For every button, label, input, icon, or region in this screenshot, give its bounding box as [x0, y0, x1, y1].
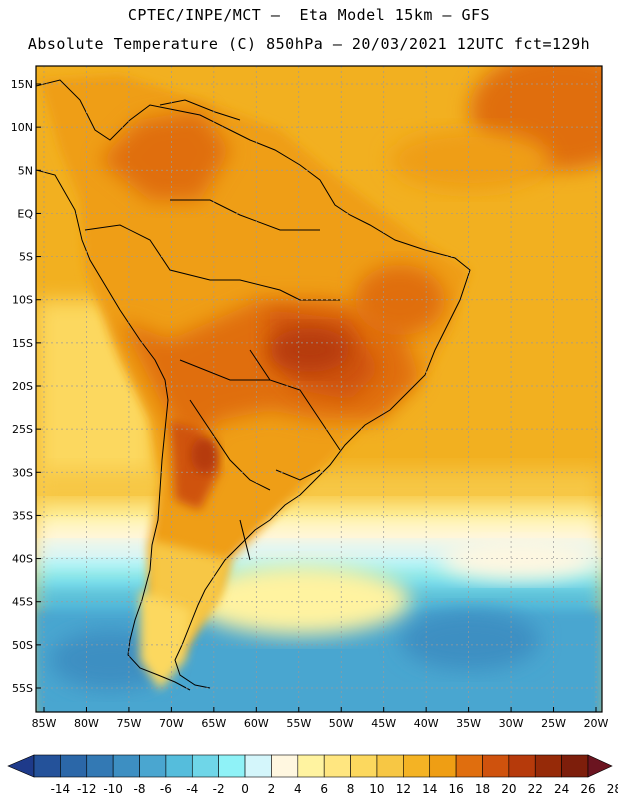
title-line-1: CPTEC/INPE/MCT – Eta Model 15km – GFS — [127, 6, 491, 24]
color-scale-swatch — [323, 754, 351, 778]
color-scale-low-arrow — [7, 754, 35, 778]
color-scale-swatch — [403, 754, 431, 778]
color-scale-swatch — [112, 754, 140, 778]
longitude-label: 75W — [116, 717, 141, 730]
longitude-label: 35W — [456, 717, 481, 730]
longitude-label: 25W — [541, 717, 566, 730]
color-scale-label: 10 — [369, 782, 384, 796]
color-scale-swatch — [191, 754, 219, 778]
latitude-label: 35S — [12, 509, 33, 522]
longitude-label: 55W — [286, 717, 311, 730]
color-scale-swatch — [33, 754, 61, 778]
latitude-label: 5N — [18, 164, 33, 177]
latitude-label: 5S — [19, 251, 33, 264]
color-scale-labels: -14 -12 -10 -8 -6 -4 -2 0 2 4 6 8 10 12 14 16 18 20 22 24 26… — [51, 782, 618, 796]
color-scale-swatch — [376, 754, 404, 778]
color-scale-label: 26 — [580, 782, 595, 796]
latitude-label: 20S — [12, 380, 33, 393]
longitude-label: 45W — [371, 717, 396, 730]
graticule — [36, 66, 602, 712]
color-scale-swatch — [455, 754, 483, 778]
color-scale-swatch — [350, 754, 378, 778]
latitude-label: 15N — [11, 78, 33, 91]
color-scale-swatch — [86, 754, 114, 778]
color-scale-label: 22 — [528, 782, 543, 796]
latitude-label: 40S — [12, 553, 33, 566]
longitude-label: 40W — [414, 717, 439, 730]
color-scale-label: 16 — [448, 782, 463, 796]
color-scale-swatch — [297, 754, 325, 778]
longitude-label: 50W — [329, 717, 354, 730]
title-line-2: Absolute Temperature (C) 850hPa – 20/03/… — [27, 35, 591, 53]
latitude-label: 15S — [12, 337, 33, 350]
color-scale-label: -10 — [103, 782, 123, 796]
color-scale-swatch — [218, 754, 246, 778]
color-scale-label: 0 — [241, 782, 249, 796]
color-scale-swatch — [561, 754, 589, 778]
color-scale-swatch — [482, 754, 510, 778]
color-scale-label: 14 — [422, 782, 437, 796]
color-scale-label: -14 — [51, 782, 71, 796]
latitude-label: 45S — [12, 596, 33, 609]
latitude-label: 25S — [12, 423, 33, 436]
latitude-label: 50S — [12, 639, 33, 652]
latitude-label: 10S — [12, 294, 33, 307]
longitude-label: 70W — [159, 717, 184, 730]
color-scale-swatch — [244, 754, 272, 778]
color-scale-label: 8 — [347, 782, 355, 796]
color-scale-swatch — [429, 754, 457, 778]
color-scale-label: 28 — [607, 782, 618, 796]
latitude-labels: 15N 10N 5N EQ 5S 10S 15S 20S 25S 30S 35S 40S 45S 50S 5… — [11, 78, 34, 695]
color-scale-label: 12 — [396, 782, 411, 796]
latitude-label: 30S — [12, 466, 33, 479]
color-scale-swatch — [139, 754, 167, 778]
color-scale-swatch — [508, 754, 536, 778]
latitude-label: 10N — [11, 121, 33, 134]
coastlines — [36, 79, 471, 691]
longitude-label: 30W — [499, 717, 524, 730]
longitude-label: 80W — [74, 717, 99, 730]
color-scale-label: -12 — [77, 782, 97, 796]
color-scale-label: -2 — [213, 782, 225, 796]
color-scale-label: -4 — [186, 782, 198, 796]
map-frame — [35, 65, 603, 713]
color-scale-label: 4 — [294, 782, 302, 796]
longitude-label: 60W — [244, 717, 269, 730]
color-scale-label: 2 — [268, 782, 276, 796]
color-scale-label: 18 — [475, 782, 490, 796]
color-scale-swatch — [60, 754, 88, 778]
color-scale-label: 6 — [320, 782, 328, 796]
color-scale-label: 24 — [554, 782, 569, 796]
color-scale-label: 20 — [501, 782, 516, 796]
color-scale-swatch — [271, 754, 299, 778]
longitude-labels: 85W 80W 75W 70W 65W 60W 55W 50W 45W 40W 35W 30W 25W 2… — [32, 717, 609, 730]
color-scale-label: -8 — [134, 782, 146, 796]
temperature-field — [36, 66, 602, 712]
color-scale-swatch — [165, 754, 193, 778]
longitude-label: 85W — [32, 717, 57, 730]
color-scale-bar — [7, 754, 613, 778]
latitude-label: 55S — [12, 682, 33, 695]
color-scale-swatch — [534, 754, 562, 778]
longitude-label: 65W — [201, 717, 226, 730]
longitude-label: 20W — [584, 717, 609, 730]
color-scale-high-arrow — [587, 754, 613, 778]
color-scale-label: -6 — [160, 782, 172, 796]
latitude-label: EQ — [17, 207, 33, 220]
